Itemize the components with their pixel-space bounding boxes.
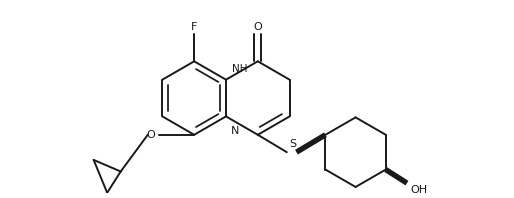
Text: O: O [147, 130, 156, 140]
Text: NH: NH [232, 64, 247, 74]
Text: S: S [290, 139, 297, 149]
Text: OH: OH [410, 185, 427, 195]
Text: O: O [253, 22, 262, 32]
Text: F: F [191, 22, 197, 32]
Text: N: N [231, 126, 239, 136]
